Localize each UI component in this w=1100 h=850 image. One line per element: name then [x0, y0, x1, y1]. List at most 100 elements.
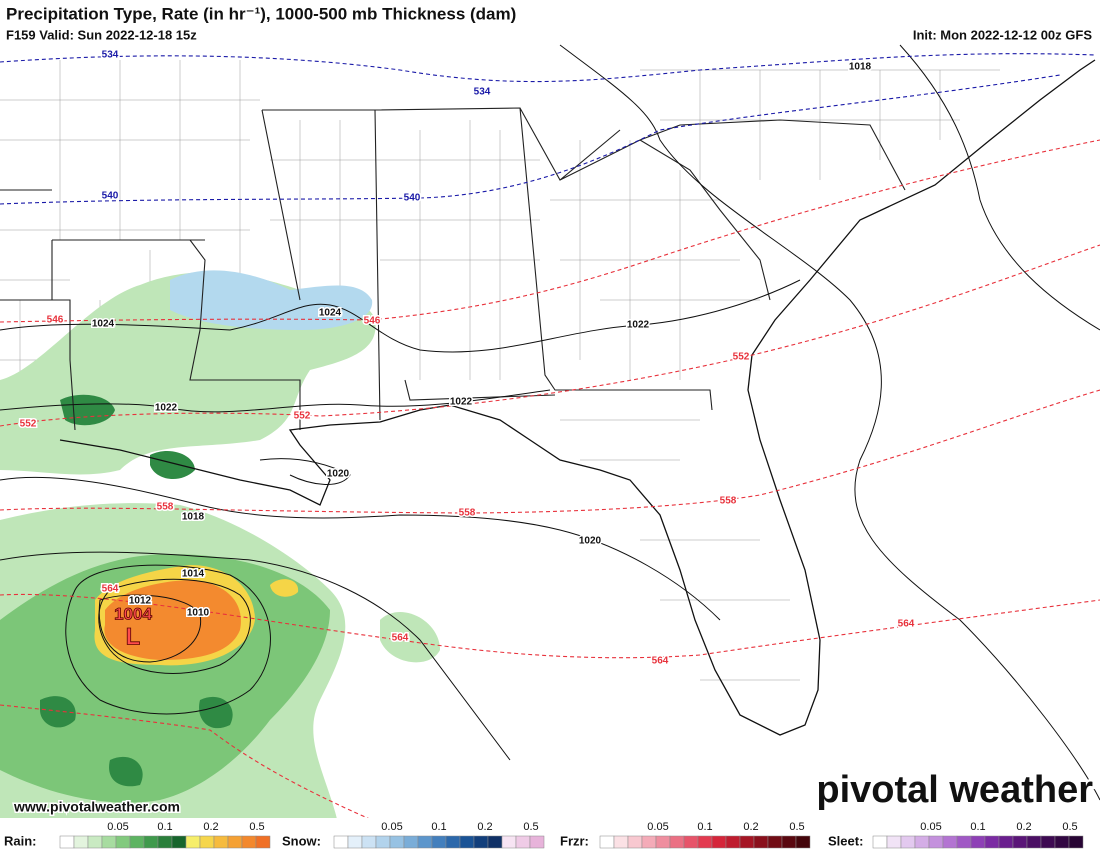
isobar	[0, 389, 551, 413]
legend-swatch	[767, 835, 783, 849]
map-area: 534 534 540 540 546 546 552 552 552 558 558 558 564 5…	[0, 44, 1100, 833]
legend-tick-label: 0.5	[249, 821, 264, 833]
legend-swatch	[185, 835, 201, 849]
isobar-label: 1018	[182, 512, 205, 523]
thickness-line	[0, 53, 1096, 83]
legend-swatch	[886, 835, 902, 849]
isobar	[98, 594, 202, 663]
legend-tick-label: 0.2	[743, 821, 758, 833]
thickness-label: 534	[102, 50, 119, 61]
low-symbol: L	[126, 623, 141, 650]
legend-swatch	[241, 835, 257, 849]
legend-swatch	[753, 835, 769, 849]
low-pressure-value: 1004	[114, 604, 152, 623]
legend-swatch	[613, 835, 629, 849]
legend-tick-label: 0.2	[203, 821, 218, 833]
state-borders	[0, 107, 906, 431]
contour-labels: 534 534 540 540 546 546 552 552 552 558 558 558 564 5…	[18, 48, 916, 668]
isobar	[899, 44, 1100, 331]
legend-swatch	[1054, 835, 1070, 849]
isobar-label: 1020	[579, 536, 602, 547]
legend-tick-label: 0.2	[477, 821, 492, 833]
watermark: www.pivotalweather.com	[13, 799, 180, 815]
legend-swatch	[227, 835, 243, 849]
thickness-label: 546	[364, 316, 381, 327]
state-lines	[0, 107, 906, 431]
legend-swatch	[389, 835, 405, 849]
legend-swatch	[213, 835, 229, 849]
legend-swatch	[627, 835, 643, 849]
legend-swatch	[725, 835, 741, 849]
legend-swatch	[998, 835, 1014, 849]
thickness-label: 558	[157, 502, 174, 513]
legend-swatch	[375, 835, 391, 849]
thickness-line	[0, 74, 1061, 205]
legend-swatch	[347, 835, 363, 849]
legend-swatch	[697, 835, 713, 849]
thickness-label: 558	[459, 508, 476, 519]
legend-swatch	[795, 835, 811, 849]
legend-swatch	[942, 835, 958, 849]
isobar-label: 1010	[187, 608, 210, 619]
legend-swatch	[473, 835, 489, 849]
legend: Rain: 0.05 0.1 0.2 0.5 Snow: 0.05 0.1 0.2 0.5 Frzr…	[0, 818, 1100, 850]
rain-yellow	[270, 579, 299, 597]
legend-tick-label: 0.5	[789, 821, 804, 833]
legend-swatch	[655, 835, 671, 849]
legend-swatch	[59, 835, 75, 849]
thickness-label: 564	[102, 584, 119, 595]
legend-swatch	[529, 835, 545, 849]
isobar	[259, 458, 351, 485]
legend-tick-label: 0.05	[381, 821, 402, 833]
legend-swatch	[669, 835, 685, 849]
legend-swatch	[129, 835, 145, 849]
legend-swatch	[900, 835, 916, 849]
thickness-line	[0, 139, 1100, 323]
legend-tick-label: 0.05	[920, 821, 941, 833]
thickness-label: 552	[20, 419, 37, 430]
isobar	[98, 578, 251, 674]
legend-swatch	[641, 835, 657, 849]
legend-swatch	[445, 835, 461, 849]
thickness-label: 540	[404, 193, 421, 204]
thickness-line	[0, 704, 401, 833]
isobar-label: 1024	[319, 308, 342, 319]
isobar	[0, 279, 801, 353]
legend-swatch	[459, 835, 475, 849]
legend-swatch	[361, 835, 377, 849]
thickness-label: 564	[652, 656, 669, 667]
legend-swatch	[1040, 835, 1056, 849]
thickness-label: 564	[898, 619, 915, 630]
rain-orange	[104, 580, 241, 660]
isobar-label: 1022	[155, 403, 178, 414]
legend-swatch	[199, 835, 215, 849]
isobars	[0, 44, 1100, 801]
legend-swatch	[171, 835, 187, 849]
thickness-label: 552	[733, 352, 750, 363]
legend-tick-label: 0.05	[107, 821, 128, 833]
legend-swatch	[115, 835, 131, 849]
legend-tick-label: 0.1	[697, 821, 712, 833]
legend-swatch	[157, 835, 173, 849]
isobar-label: 1022	[450, 397, 473, 408]
thickness-label: 552	[294, 411, 311, 422]
legend-label: Snow:	[282, 833, 321, 848]
legend-swatch	[73, 835, 89, 849]
legend-swatch	[403, 835, 419, 849]
rain-light	[380, 611, 440, 663]
legend-swatch	[515, 835, 531, 849]
legend-swatch	[255, 835, 271, 849]
isobar	[0, 551, 511, 761]
init-time: Init: Mon 2022-12-12 00z GFS	[913, 27, 1092, 42]
legend-swatch	[417, 835, 433, 849]
legend-swatch	[928, 835, 944, 849]
thickness-label: 546	[47, 315, 64, 326]
isobar	[65, 564, 271, 715]
legend-swatch	[599, 835, 615, 849]
legend-tick-label: 0.5	[523, 821, 538, 833]
legend-swatch	[487, 835, 503, 849]
legend-swatch	[970, 835, 986, 849]
thickness-label: 534	[474, 87, 491, 98]
